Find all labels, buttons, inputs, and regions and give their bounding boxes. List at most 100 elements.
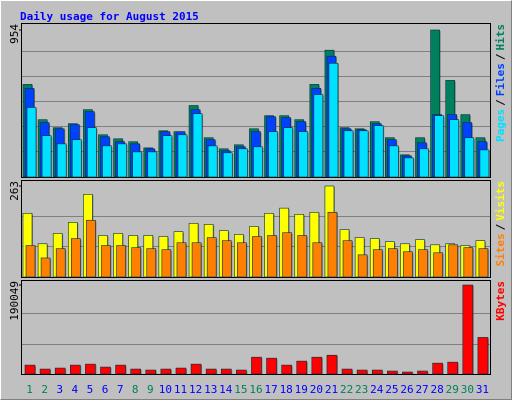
bar xyxy=(463,247,474,278)
bar xyxy=(131,247,141,278)
x-tick-label: 15 xyxy=(234,383,247,396)
bar xyxy=(449,119,460,178)
bar xyxy=(251,356,262,375)
bar xyxy=(24,364,36,375)
bar xyxy=(311,356,323,375)
bar xyxy=(448,244,459,278)
bar xyxy=(403,251,413,278)
bar xyxy=(298,131,309,178)
bar xyxy=(327,211,338,278)
bar xyxy=(147,151,158,178)
legend: Sites / Visits xyxy=(494,181,507,267)
x-tick-label: 4 xyxy=(72,383,79,396)
legend-entry: Files xyxy=(494,63,507,96)
bar xyxy=(26,107,37,178)
bar xyxy=(87,127,97,178)
x-tick-label: 20 xyxy=(310,383,323,396)
bar xyxy=(419,148,429,178)
bar xyxy=(477,337,489,375)
bar xyxy=(69,364,81,375)
bar xyxy=(464,137,475,178)
x-tick-label: 17 xyxy=(264,383,277,396)
bar xyxy=(402,371,413,375)
legend-separator: / xyxy=(494,99,507,106)
bar xyxy=(462,284,474,375)
bar xyxy=(54,367,66,375)
bar xyxy=(160,368,172,375)
legend: KBytes xyxy=(494,281,507,321)
bar xyxy=(55,248,66,278)
bar xyxy=(341,368,353,375)
bar xyxy=(101,245,111,278)
bar xyxy=(177,134,188,178)
legend-separator: / xyxy=(494,223,507,230)
bar xyxy=(418,249,428,278)
x-tick-label: 5 xyxy=(87,383,94,396)
bar xyxy=(478,248,489,278)
x-tick-label: 16 xyxy=(249,383,262,396)
y-tick-label: 263 xyxy=(8,181,21,201)
bar xyxy=(296,360,308,375)
bar xyxy=(417,370,428,375)
bar xyxy=(70,238,81,278)
bar xyxy=(145,369,157,375)
bar xyxy=(266,357,277,375)
bar xyxy=(238,148,248,178)
x-tick-label: 3 xyxy=(56,383,63,396)
x-tick-label: 26 xyxy=(400,383,413,396)
legend-entry: Visits xyxy=(494,181,507,221)
bar xyxy=(434,115,444,178)
legend-entry: Hits xyxy=(494,24,507,51)
x-tick-label: 28 xyxy=(431,383,444,396)
bar xyxy=(41,135,52,178)
bar xyxy=(130,368,141,375)
bar xyxy=(357,254,368,278)
bar xyxy=(115,364,126,375)
y-tick-label: 954 xyxy=(8,24,21,44)
bar xyxy=(39,368,51,375)
bar xyxy=(297,235,308,278)
bar xyxy=(117,143,127,178)
x-tick-label: 6 xyxy=(102,383,109,396)
x-tick-label: 18 xyxy=(280,383,293,396)
bar xyxy=(162,135,173,178)
bar xyxy=(71,139,82,178)
bar xyxy=(132,151,142,178)
legend-entry: Sites xyxy=(494,233,507,266)
x-tick-label: 23 xyxy=(355,383,368,396)
bar xyxy=(267,235,277,278)
bar xyxy=(326,354,338,375)
x-tick-label: 22 xyxy=(340,383,353,396)
legend-entry: Pages xyxy=(494,109,507,142)
x-tick-label: 27 xyxy=(415,383,428,396)
bar xyxy=(205,368,217,375)
bar xyxy=(282,232,292,278)
x-tick-label: 31 xyxy=(476,383,489,396)
bar xyxy=(268,131,278,178)
x-tick-label: 14 xyxy=(219,383,233,396)
bar xyxy=(25,245,36,278)
bar xyxy=(372,249,383,278)
bar xyxy=(342,240,353,278)
bar xyxy=(221,240,232,278)
bar xyxy=(207,145,218,178)
bar xyxy=(432,362,443,375)
bar xyxy=(222,152,233,178)
legend-separator: / xyxy=(494,53,507,60)
bar xyxy=(343,130,354,178)
bar xyxy=(192,113,203,178)
x-tick-label: 25 xyxy=(385,383,398,396)
bar xyxy=(281,364,292,375)
bar xyxy=(176,242,187,278)
x-tick-label: 13 xyxy=(204,383,217,396)
bar xyxy=(479,149,490,178)
bar xyxy=(190,363,202,375)
x-tick-label: 21 xyxy=(325,383,338,396)
legend-entry: KBytes xyxy=(494,281,507,321)
bar xyxy=(312,242,323,278)
x-tick-label: 9 xyxy=(147,383,154,396)
x-tick-label: 10 xyxy=(159,383,172,396)
x-tick-label: 11 xyxy=(174,383,187,396)
bar xyxy=(252,236,262,278)
